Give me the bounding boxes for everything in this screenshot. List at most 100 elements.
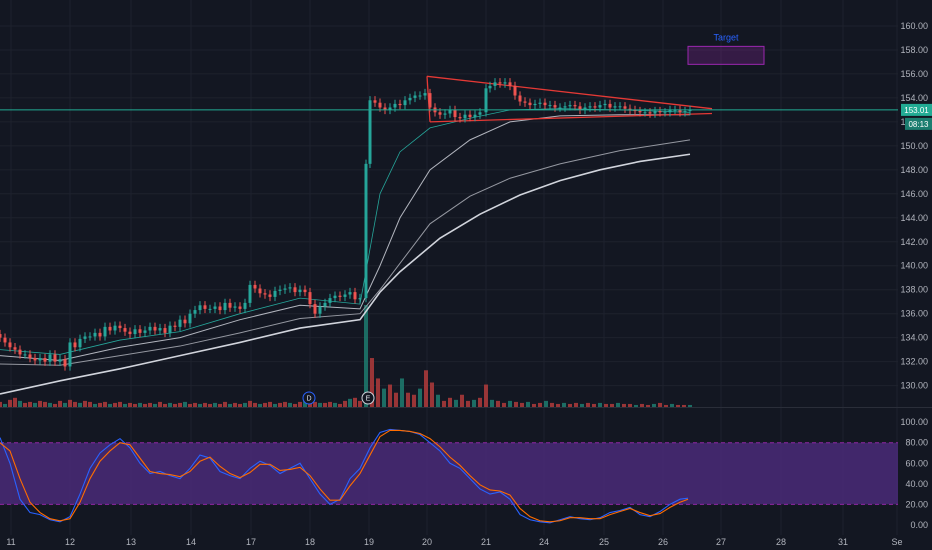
oscillator-axis-label: 20.00 bbox=[905, 499, 928, 509]
candle-body bbox=[298, 289, 302, 293]
volume-bar bbox=[568, 403, 572, 407]
time-axis-label: 14 bbox=[186, 537, 196, 547]
volume-bar bbox=[412, 394, 416, 407]
candle-body bbox=[228, 302, 232, 308]
candle-body bbox=[603, 103, 607, 106]
candle-body bbox=[348, 292, 352, 295]
volume-bar bbox=[580, 403, 584, 407]
candle-body bbox=[383, 107, 387, 110]
target-zone[interactable]: Target bbox=[687, 32, 765, 65]
candle-body bbox=[458, 117, 462, 119]
volume-bar bbox=[514, 401, 518, 407]
volume-bar bbox=[93, 403, 97, 407]
ma-long-line bbox=[0, 153, 691, 395]
candle-body bbox=[583, 107, 587, 110]
candle-body bbox=[253, 284, 257, 289]
candle-body bbox=[98, 332, 102, 337]
volume-bar bbox=[424, 370, 428, 407]
triangle-upper-line bbox=[426, 75, 713, 110]
candle-body bbox=[108, 326, 112, 331]
candle-body bbox=[188, 313, 192, 324]
time-axis-label: Se bbox=[891, 537, 902, 547]
volume-bar bbox=[218, 403, 222, 407]
candle-body bbox=[303, 289, 307, 293]
oscillator-axis-label: 80.00 bbox=[905, 438, 928, 448]
volume-bar bbox=[48, 402, 52, 407]
candle-body bbox=[393, 103, 397, 108]
last-price-value: 153.01 bbox=[904, 106, 929, 115]
volume-bar bbox=[98, 402, 102, 407]
volume-bar bbox=[532, 403, 536, 407]
candle-body bbox=[523, 101, 527, 103]
candle-body bbox=[58, 359, 62, 362]
volume-bar bbox=[418, 388, 422, 407]
candle-body bbox=[553, 105, 557, 108]
candle-body bbox=[8, 342, 12, 348]
volume-bar bbox=[158, 401, 162, 407]
candle-body bbox=[13, 347, 17, 350]
candle-body bbox=[33, 358, 37, 361]
oscillator-line-2 bbox=[0, 429, 689, 523]
price-axis-label: 154.00 bbox=[900, 93, 928, 103]
candle-body bbox=[223, 302, 227, 311]
volume-bar bbox=[622, 403, 626, 407]
volume-bar bbox=[556, 403, 560, 407]
volume-bar bbox=[173, 403, 177, 407]
volume-bar bbox=[436, 394, 440, 407]
volume-bar bbox=[544, 400, 548, 407]
candle-body bbox=[518, 95, 522, 102]
time-axis-label: 17 bbox=[246, 537, 256, 547]
price-axis-label: 148.00 bbox=[900, 165, 928, 175]
volume-bar bbox=[53, 403, 57, 407]
price-axis[interactable]: 160.00158.00156.00154.00152.00150.00148.… bbox=[900, 21, 928, 391]
volume-bar bbox=[628, 403, 632, 407]
candle-body bbox=[138, 329, 142, 333]
candle-body bbox=[238, 306, 242, 309]
volume-bar bbox=[382, 388, 386, 407]
candle-body bbox=[498, 82, 502, 84]
candle-body bbox=[623, 106, 627, 109]
candle-body bbox=[548, 105, 552, 107]
oscillator-axis-label: 0.00 bbox=[910, 520, 928, 530]
price-axis-label: 142.00 bbox=[900, 237, 928, 247]
time-axis-label: 18 bbox=[305, 537, 315, 547]
candle-body bbox=[528, 102, 532, 106]
volume-bar bbox=[348, 398, 352, 407]
candle-body bbox=[273, 290, 277, 297]
ma-slow-line bbox=[0, 139, 691, 366]
candle-body bbox=[513, 85, 517, 96]
price-axis-label: 146.00 bbox=[900, 189, 928, 199]
candle-body bbox=[428, 93, 432, 108]
volume-bar bbox=[328, 401, 332, 407]
event-marker-label: E bbox=[366, 396, 371, 403]
time-axis[interactable]: 11 12 13 14 17 18 19 20 21 24 25 26 27 28 31 Se bbox=[6, 537, 902, 547]
price-axis-label: 156.00 bbox=[900, 69, 928, 79]
volume-bar bbox=[574, 402, 578, 407]
candle-body bbox=[423, 93, 427, 96]
price-axis-label: 132.00 bbox=[900, 357, 928, 367]
volume-bar bbox=[193, 402, 197, 407]
volume-bar bbox=[400, 378, 404, 407]
candle-body bbox=[443, 113, 447, 115]
volume-bar bbox=[258, 403, 262, 407]
target-box[interactable] bbox=[687, 45, 765, 65]
candle-body bbox=[488, 85, 492, 89]
candle-body bbox=[338, 295, 342, 297]
candle-body bbox=[503, 82, 507, 84]
oscillator-axis-label: 60.00 bbox=[905, 458, 928, 468]
candle-body bbox=[308, 292, 312, 305]
volume-bar bbox=[178, 402, 182, 407]
candle-body bbox=[203, 305, 207, 309]
candle-body bbox=[88, 336, 92, 338]
volume-bar bbox=[490, 399, 494, 407]
oscillator-lines bbox=[0, 428, 689, 524]
candle-body bbox=[73, 342, 77, 348]
oscillator-axis[interactable]: 100.00 80.00 60.00 40.00 20.00 0.00 bbox=[900, 417, 928, 530]
volume-bar bbox=[143, 403, 147, 407]
candle-body bbox=[658, 111, 662, 113]
volume-bar bbox=[616, 402, 620, 407]
candle-body bbox=[613, 106, 617, 108]
time-axis-label: 12 bbox=[65, 537, 75, 547]
